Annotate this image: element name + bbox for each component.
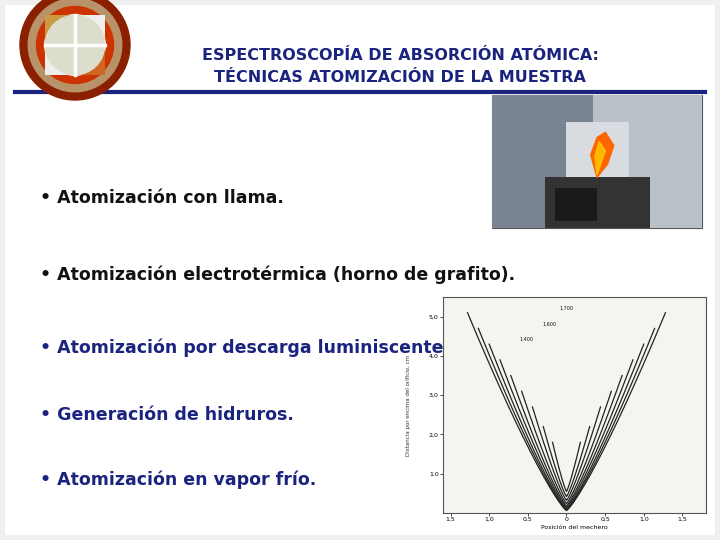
Text: • Atomización por descarga luminiscente.: • Atomización por descarga luminiscente. — [40, 339, 450, 357]
Text: 1,700: 1,700 — [559, 306, 573, 310]
Bar — [555, 188, 597, 221]
Bar — [565, 122, 629, 188]
Circle shape — [37, 6, 114, 84]
Text: ESPECTROSCOPÍA DE ABSORCIÓN ATÓMICA:: ESPECTROSCOPÍA DE ABSORCIÓN ATÓMICA: — [202, 48, 598, 63]
Bar — [45, 45, 75, 75]
Text: 1,400: 1,400 — [519, 337, 534, 342]
Polygon shape — [595, 141, 606, 175]
Bar — [544, 178, 649, 228]
Circle shape — [20, 0, 130, 100]
Text: • Generación de hidruros.: • Generación de hidruros. — [40, 406, 294, 424]
Text: TÉCNICAS ATOMIZACIÓN DE LA MUESTRA: TÉCNICAS ATOMIZACIÓN DE LA MUESTRA — [214, 70, 586, 84]
Bar — [492, 95, 593, 228]
Circle shape — [45, 15, 105, 75]
Bar — [45, 15, 75, 45]
Circle shape — [45, 15, 104, 75]
X-axis label: Posición del mechero: Posición del mechero — [541, 525, 608, 530]
Polygon shape — [590, 132, 613, 178]
Bar — [75, 45, 104, 75]
Text: • Atomización en vapor frío.: • Atomización en vapor frío. — [40, 471, 316, 489]
Text: • Atomización con llama.: • Atomización con llama. — [40, 189, 284, 207]
Text: Distancia por encima del orificio, cm: Distancia por encima del orificio, cm — [405, 354, 410, 456]
Bar — [492, 95, 702, 228]
Bar — [75, 15, 104, 45]
Text: 1,600: 1,600 — [542, 321, 557, 327]
Bar — [593, 95, 702, 228]
Circle shape — [28, 0, 122, 92]
Text: • Atomización electrotérmica (horno de grafito).: • Atomización electrotérmica (horno de g… — [40, 266, 515, 284]
